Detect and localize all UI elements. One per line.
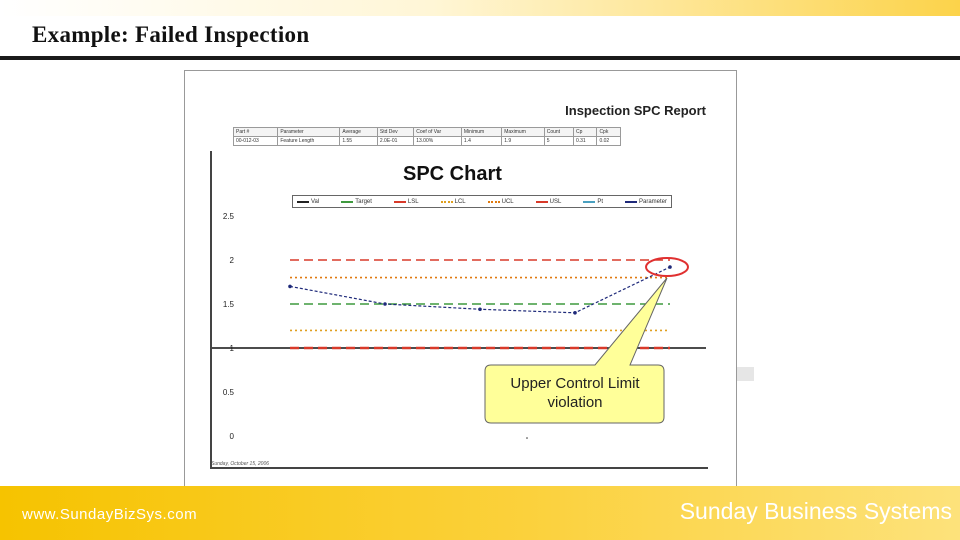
legend-swatch <box>341 200 354 203</box>
legend-label: Target <box>355 198 372 205</box>
chart-legend: Val Target LSL LCL UCL USL Pt Parameter <box>292 195 672 208</box>
data-point <box>478 307 482 312</box>
legend-item: Val <box>297 199 319 205</box>
series-line-val <box>289 266 671 314</box>
legend-swatch <box>440 200 453 203</box>
footer-company-name: Sunday Business Systems <box>679 498 952 524</box>
callout-bubble <box>484 277 668 424</box>
callout-line: Upper Control Limit <box>510 375 640 392</box>
report-date: Sunday, October 15, 2006 <box>211 461 270 467</box>
legend-label: LCL <box>454 198 466 205</box>
legend-swatch <box>624 200 637 203</box>
data-point <box>668 265 672 269</box>
summary-cell: Feature Length <box>277 136 341 146</box>
violation-highlight <box>645 257 689 278</box>
legend-swatch <box>583 200 596 203</box>
legend-label: Parameter <box>638 198 667 205</box>
header-gradient <box>0 0 960 16</box>
summary-data-row: 00-012-03 Feature Length 1.55 2.0E-01 13… <box>232 136 621 146</box>
legend-item: Parameter <box>624 198 667 205</box>
data-point <box>573 311 577 315</box>
spc-report-image: Inspection SPC Report Part # Parameter A… <box>184 70 737 495</box>
footer-website-link[interactable]: www.SundayBizSys.com <box>22 506 198 523</box>
footer-band <box>0 486 960 540</box>
legend-swatch <box>535 200 548 203</box>
legend-item: LCL <box>440 198 466 205</box>
legend-item: Pt <box>583 199 603 205</box>
data-point <box>288 284 292 289</box>
summary-table: Part # Parameter Average Std Dev Coef of… <box>232 127 621 146</box>
legend-item: UCL <box>487 198 514 205</box>
legend-swatch <box>297 200 309 203</box>
title-divider <box>0 56 960 60</box>
legend-label: USL <box>549 198 562 205</box>
legend-item: LSL <box>393 198 419 205</box>
legend-label: LSL <box>407 198 419 205</box>
stray-mark <box>526 437 528 439</box>
title-bar <box>0 16 960 56</box>
summary-cell: 1.4 <box>460 136 503 146</box>
y-tick-label: 0.5 <box>223 388 235 397</box>
y-tick-label: 2 <box>230 256 235 265</box>
legend-swatch <box>487 200 500 203</box>
side-marker <box>737 367 754 381</box>
summary-cell: 0.02 <box>596 136 621 146</box>
y-tick-label: 1.5 <box>223 300 235 309</box>
legend-item: Target <box>341 199 372 205</box>
legend-swatch <box>393 200 406 203</box>
y-tick-label: 0 <box>230 432 235 441</box>
legend-item: USL <box>535 198 562 205</box>
data-point <box>383 302 387 306</box>
y-tick-label: 2.5 <box>223 212 235 221</box>
summary-cell: 00-012-03 <box>232 136 279 146</box>
callout-line: violation <box>547 394 603 411</box>
chart-axes-frame <box>210 151 708 469</box>
summary-cell: 2.0E-01 <box>376 136 415 146</box>
chart-title: SPC Chart <box>403 163 502 185</box>
callout-text: Upper Control Limit violation <box>486 374 664 412</box>
legend-label: Pt <box>597 198 603 205</box>
legend-label: Val <box>311 198 320 205</box>
legend-label: UCL <box>501 198 514 205</box>
report-title: Inspection SPC Report <box>565 103 706 118</box>
summary-cell: 0.31 <box>572 136 598 146</box>
slide-title: Example: Failed Inspection <box>32 22 310 47</box>
